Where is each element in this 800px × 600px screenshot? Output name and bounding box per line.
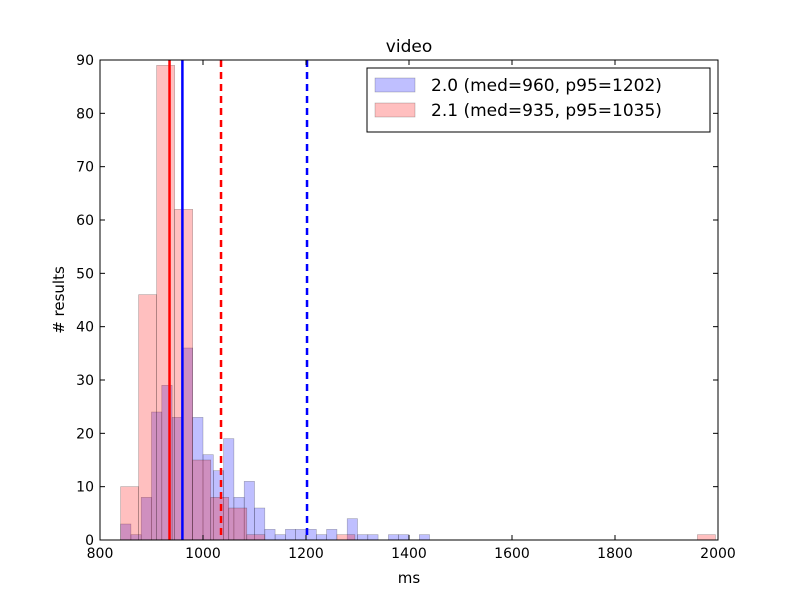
x-tick-label: 1200 xyxy=(288,546,324,562)
histogram-bar xyxy=(326,529,338,541)
histogram-bar xyxy=(246,534,266,541)
histogram-bar xyxy=(388,534,399,541)
y-tick-label: 80 xyxy=(76,106,94,122)
axes: 800 1000 1200 1400 1600 1800 2000 0 10 20 30 40 50 60… xyxy=(76,53,736,562)
histogram-bar xyxy=(264,529,276,541)
histogram-bar xyxy=(120,486,139,541)
histogram-bar xyxy=(210,497,230,541)
histogram-bar xyxy=(174,209,194,541)
histogram-bar xyxy=(156,65,175,541)
histogram-bar xyxy=(357,534,369,541)
legend-label: 2.1 (med=935, p95=1035) xyxy=(431,101,662,121)
legend-swatch xyxy=(374,102,416,118)
histogram-bar xyxy=(336,534,356,541)
legend-swatch xyxy=(374,77,416,93)
y-tick-label: 0 xyxy=(85,533,94,549)
histogram-bar xyxy=(228,507,248,541)
x-axis-label: ms xyxy=(398,569,421,587)
x-tick-label: 1600 xyxy=(494,546,530,562)
x-tick-label: 2000 xyxy=(700,546,736,562)
histogram-bar xyxy=(274,534,286,541)
legend-box xyxy=(366,67,711,133)
x-tick-label: 1800 xyxy=(597,546,633,562)
y-tick-label: 10 xyxy=(76,480,94,496)
y-tick-label: 40 xyxy=(76,320,94,336)
histogram-bar xyxy=(285,529,296,541)
y-tick-label: 60 xyxy=(76,213,94,229)
histogram-bar xyxy=(138,294,157,541)
histogram-bar xyxy=(398,534,410,541)
legend: 2.0 (med=960, p95=1202) 2.1 (med=935, p95… xyxy=(366,67,711,133)
histogram-bar xyxy=(367,534,379,541)
histogram-bar xyxy=(315,534,327,541)
plot-area xyxy=(120,60,716,541)
histogram-bar xyxy=(697,534,716,541)
legend-label: 2.0 (med=960, p95=1202) xyxy=(431,76,662,96)
y-axis-label: # results xyxy=(50,266,68,334)
y-tick-label: 70 xyxy=(76,160,94,176)
y-tick-label: 20 xyxy=(76,426,94,442)
chart-title: video xyxy=(386,37,432,57)
x-tick-label: 800 xyxy=(87,546,114,562)
histogram-bar xyxy=(418,534,430,541)
x-tick-label: 1400 xyxy=(391,546,427,562)
x-tick-label: 1000 xyxy=(185,546,221,562)
histogram-bar xyxy=(192,459,212,541)
histogram-bar xyxy=(295,529,307,541)
y-tick-label: 30 xyxy=(76,373,94,389)
y-tick-label: 90 xyxy=(76,53,94,69)
y-tick-label: 50 xyxy=(76,266,94,282)
